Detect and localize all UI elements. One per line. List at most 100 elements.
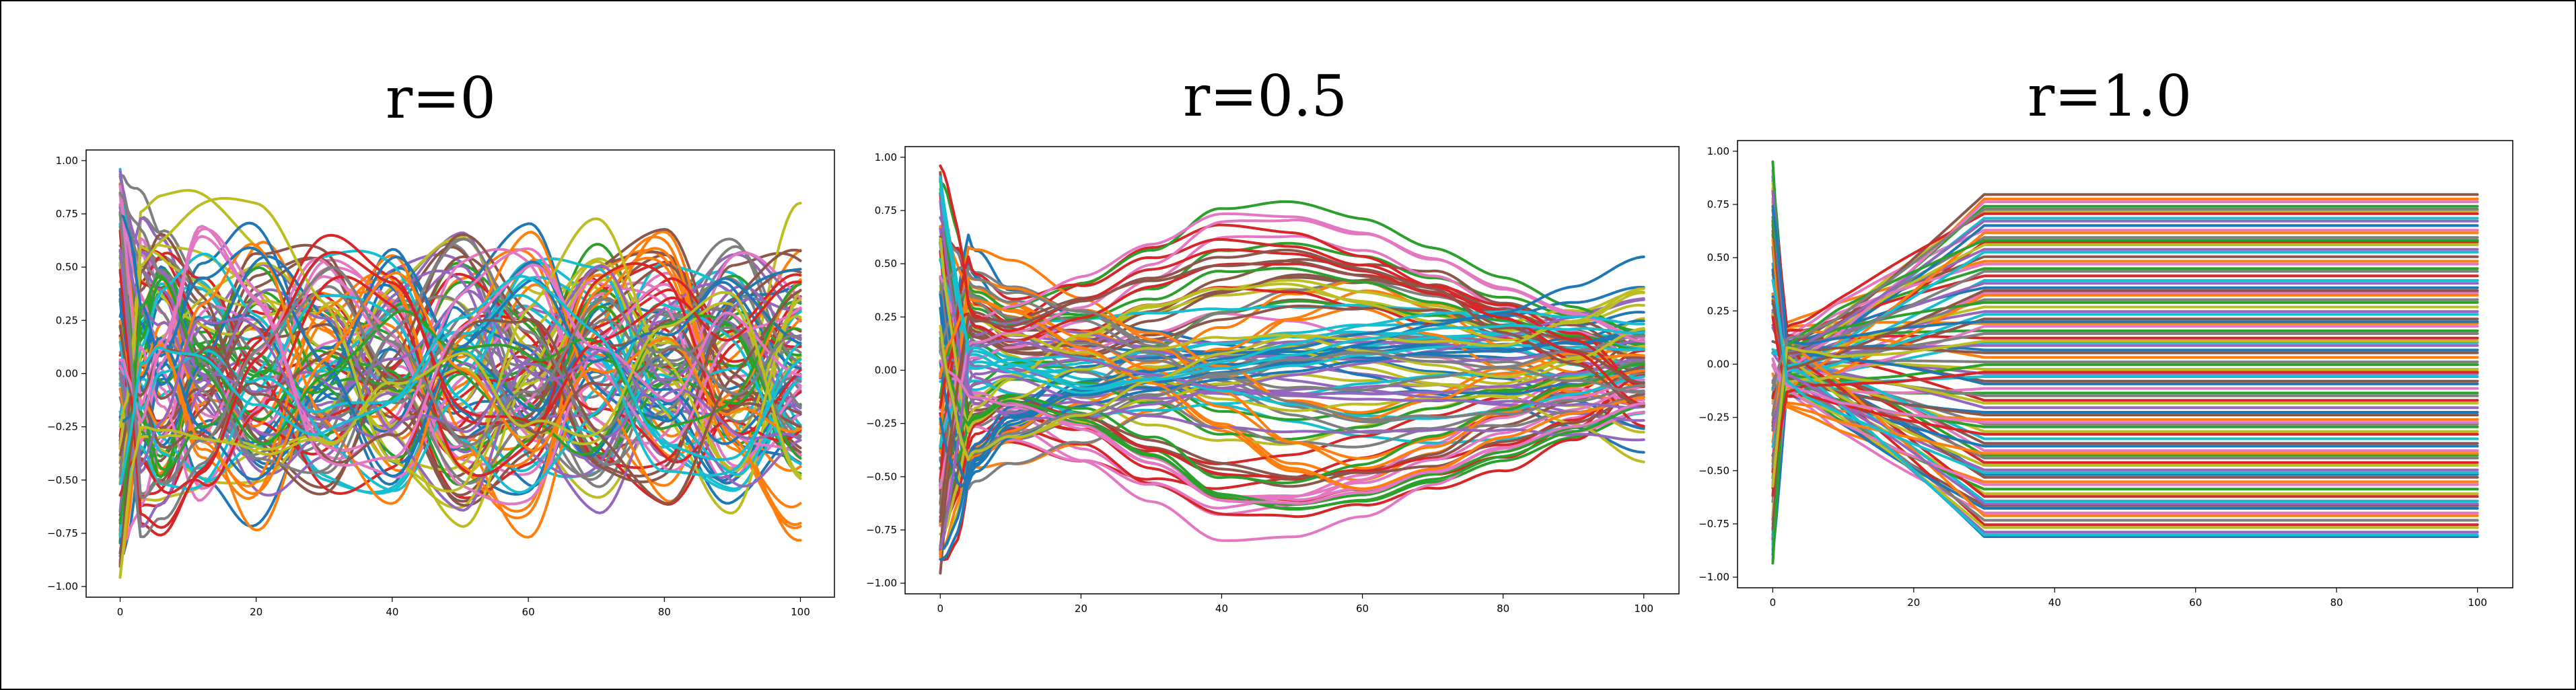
series-lines (1771, 160, 2479, 565)
series-line (118, 264, 802, 528)
series-line (1771, 273, 2479, 328)
series-line (939, 258, 1645, 504)
series-line (1771, 181, 2479, 529)
x-tick-label: 100 (2468, 597, 2487, 609)
y-tick-label: 1.00 (1707, 145, 1729, 157)
x-tick-label: 100 (791, 606, 810, 618)
y-tick-label: −0.50 (47, 474, 78, 486)
series-line (939, 338, 1645, 550)
y-tick-label: 0.75 (56, 208, 78, 220)
x-tick-label: 60 (522, 606, 535, 618)
y-tick-label: −1.00 (1698, 571, 1729, 583)
series-line (939, 262, 1645, 409)
series-line (1771, 215, 2479, 352)
series-line (1771, 357, 2479, 424)
y-tick-label: 0.50 (56, 261, 78, 273)
series-line (1771, 340, 2479, 488)
series-line (118, 289, 802, 505)
y-tick-label: −0.75 (47, 527, 78, 539)
series-line (1771, 289, 2479, 371)
series-line (1771, 338, 2479, 517)
y-tick-label: −0.75 (1698, 518, 1729, 530)
series-line (1771, 279, 2479, 390)
series-lines (939, 164, 1645, 575)
series-line (1771, 291, 2479, 551)
series-line (939, 260, 1645, 551)
series-line (939, 355, 1645, 448)
series-line (1771, 388, 2479, 556)
x-tick-label: 0 (1770, 597, 1777, 609)
series-line (1771, 250, 2479, 369)
series-line (939, 336, 1645, 511)
x-tick-label: 20 (1907, 597, 1920, 609)
series-line (118, 249, 802, 468)
x-tick-label: 20 (250, 606, 262, 618)
y-tick-label: −0.50 (1698, 465, 1729, 477)
series-line (939, 200, 1645, 399)
x-tick-label: 80 (658, 606, 671, 618)
x-tick-label: 20 (1075, 603, 1087, 615)
series-line (939, 282, 1645, 536)
series-line (939, 330, 1645, 486)
series-line (1771, 313, 2479, 552)
y-tick-label: −1.00 (47, 580, 78, 592)
y-tick-label: 0.00 (1707, 358, 1729, 371)
series-line (1771, 208, 2479, 468)
series-line (1771, 270, 2479, 390)
series-line (1771, 219, 2479, 417)
series-line (118, 193, 802, 452)
y-tick-label: 0.25 (56, 314, 78, 326)
y-tick-label: 0.50 (1707, 252, 1729, 264)
x-tick-label: 40 (386, 606, 398, 618)
series-line (118, 280, 802, 458)
y-tick-label: 0.25 (875, 311, 897, 323)
series-line (1771, 313, 2479, 467)
x-tick-label: 0 (117, 606, 124, 618)
series-line (1771, 202, 2479, 373)
series-line (1771, 364, 2479, 537)
y-tick-label: −0.50 (866, 471, 897, 483)
series-line (118, 192, 802, 474)
series-line (939, 381, 1645, 562)
series-line (939, 356, 1645, 415)
series-line (1771, 381, 2479, 405)
panel-title-r05: r=0.5 (1183, 63, 1347, 129)
series-line (1771, 239, 2479, 565)
series-line (118, 245, 802, 523)
panel-title-r0: r=0 (386, 65, 496, 131)
series-line (939, 363, 1645, 470)
series-line (1771, 278, 2479, 474)
series-line (1771, 204, 2479, 346)
series-line (1771, 315, 2479, 436)
series-line (939, 235, 1645, 408)
series-line (1771, 169, 2479, 514)
y-tick-label: 1.00 (875, 151, 897, 163)
series-line (1771, 346, 2479, 527)
series-line (939, 266, 1645, 421)
series-line (1771, 274, 2479, 497)
y-tick-label: 0.00 (56, 368, 78, 380)
series-line (939, 266, 1645, 450)
x-tick-label: 80 (2330, 597, 2343, 609)
series-line (1771, 338, 2479, 463)
series-line (1771, 359, 2479, 545)
series-line (939, 287, 1645, 461)
series-line (939, 248, 1645, 523)
series-line (1771, 382, 2479, 498)
series-line (939, 188, 1645, 395)
series-line (1771, 342, 2479, 464)
series-line (1771, 262, 2479, 562)
series-line (1771, 209, 2479, 403)
series-line (1771, 236, 2479, 503)
series-line (1771, 300, 2479, 440)
series-line (118, 225, 802, 467)
series-line (1771, 229, 2479, 422)
series-line (1771, 268, 2479, 510)
x-tick-label: 40 (1215, 603, 1228, 615)
series-line (939, 255, 1645, 488)
series-line (118, 271, 802, 495)
series-line (1771, 363, 2479, 486)
panels-root: 0 20 40 60 80 100 −1.00 −0.75 −0.50 −0.25 0.00 0.25… (47, 140, 2513, 618)
y-tick-label: 0.25 (1707, 305, 1729, 317)
